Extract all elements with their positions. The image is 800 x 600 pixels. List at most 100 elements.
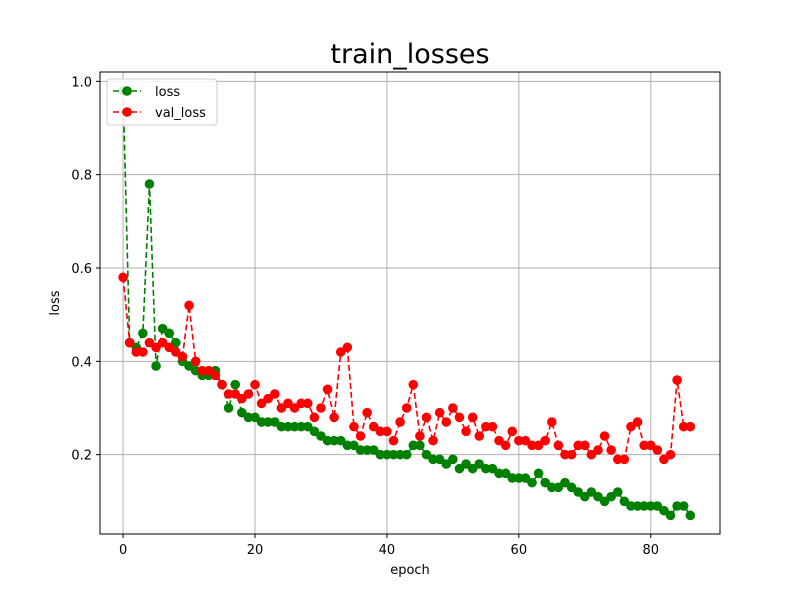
data-point-loss	[329, 435, 339, 446]
data-point-val-loss	[302, 398, 313, 409]
data-point-loss	[382, 449, 392, 460]
data-point-val-loss	[408, 379, 419, 390]
data-point-loss	[401, 449, 412, 460]
data-point-val-loss	[560, 449, 570, 460]
data-point-loss	[375, 449, 386, 460]
data-point-loss	[415, 440, 425, 451]
data-point-val-loss	[243, 389, 254, 399]
x-tick-label: 0	[119, 543, 127, 558]
data-point-val-loss	[454, 412, 465, 423]
data-point-val-loss	[138, 347, 148, 357]
data-point-loss	[678, 501, 689, 511]
data-point-val-loss	[685, 421, 696, 432]
legend: loss val_loss	[106, 78, 218, 126]
data-point-val-loss	[362, 407, 372, 418]
data-point-val-loss	[329, 412, 339, 423]
data-point-val-loss	[388, 435, 399, 446]
data-point-val-loss	[316, 403, 326, 413]
data-point-val-loss	[566, 449, 577, 460]
y-tick-label: 0.4	[71, 355, 92, 370]
data-point-val-loss	[124, 337, 135, 348]
data-point-loss	[645, 501, 656, 511]
x-tick-label: 20	[247, 543, 264, 558]
data-point-val-loss	[573, 440, 583, 451]
data-point-loss	[296, 421, 306, 432]
data-point-loss	[527, 477, 537, 488]
data-point-loss	[533, 468, 544, 479]
data-point-val-loss	[210, 370, 221, 381]
data-point-val-loss	[217, 379, 227, 390]
data-point-loss	[256, 417, 267, 427]
data-point-loss	[276, 421, 287, 432]
data-point-val-loss	[415, 431, 425, 441]
data-point-loss	[632, 501, 643, 511]
legend-val-loss-label: val_loss	[155, 106, 206, 121]
data-point-val-loss	[665, 449, 676, 460]
data-point-val-loss	[547, 417, 557, 427]
data-point-val-loss	[441, 417, 452, 427]
series-val-loss	[118, 272, 696, 465]
data-point-val-loss	[342, 342, 353, 353]
x-tick-label: 60	[511, 543, 528, 558]
data-point-loss	[428, 454, 438, 465]
data-point-loss	[138, 328, 148, 339]
x-axis-label: epoch	[390, 563, 430, 578]
data-point-loss	[322, 435, 333, 446]
legend-loss-marker	[122, 86, 132, 96]
data-point-val-loss	[639, 440, 649, 451]
data-point-loss	[362, 445, 372, 455]
data-point-loss	[408, 440, 419, 451]
data-point-val-loss	[223, 389, 234, 399]
axes-frame	[99, 71, 721, 535]
data-point-loss	[672, 501, 682, 511]
data-point-loss	[342, 440, 353, 451]
data-point-val-loss	[527, 440, 537, 451]
data-point-loss	[547, 482, 557, 493]
data-point-val-loss	[269, 389, 280, 399]
data-point-loss	[481, 463, 491, 474]
data-point-loss	[164, 328, 175, 339]
data-point-val-loss	[514, 435, 524, 446]
data-point-val-loss	[579, 440, 590, 451]
data-point-val-loss	[448, 403, 458, 413]
data-point-loss	[289, 421, 300, 432]
data-point-val-loss	[349, 421, 359, 432]
data-point-loss	[395, 449, 405, 460]
legend-val-loss-marker	[122, 107, 132, 117]
data-point-loss	[494, 468, 504, 479]
data-point-val-loss	[197, 365, 208, 376]
legend-loss-label: loss	[155, 85, 180, 100]
data-point-val-loss	[421, 412, 432, 423]
y-tick-label: 0.8	[71, 169, 92, 184]
data-point-val-loss	[619, 454, 630, 465]
data-point-loss	[639, 501, 649, 511]
data-point-loss	[223, 403, 234, 413]
data-point-val-loss	[177, 351, 188, 362]
data-point-loss	[507, 473, 518, 483]
data-point-val-loss	[474, 431, 485, 441]
series-layer	[118, 85, 696, 521]
y-tick-label: 1.0	[71, 75, 92, 90]
data-point-loss	[388, 449, 399, 460]
data-point-val-loss	[461, 426, 471, 437]
x-tick-label: 40	[379, 543, 396, 558]
data-point-val-loss	[500, 440, 511, 451]
data-point-val-loss	[481, 421, 491, 432]
data-point-loss	[355, 445, 366, 455]
data-point-val-loss	[672, 375, 682, 385]
data-point-val-loss	[184, 300, 194, 311]
data-point-val-loss	[190, 356, 201, 367]
data-point-loss	[665, 510, 676, 521]
data-point-val-loss	[250, 379, 260, 390]
data-point-loss	[144, 179, 155, 189]
data-point-val-loss	[434, 407, 445, 418]
data-point-val-loss	[612, 454, 623, 465]
data-point-val-loss	[296, 398, 306, 409]
data-point-val-loss	[375, 426, 386, 437]
data-point-val-loss	[467, 412, 478, 423]
data-point-val-loss	[131, 347, 142, 357]
y-tick-label: 0.6	[71, 262, 92, 277]
data-point-val-loss	[118, 272, 128, 283]
